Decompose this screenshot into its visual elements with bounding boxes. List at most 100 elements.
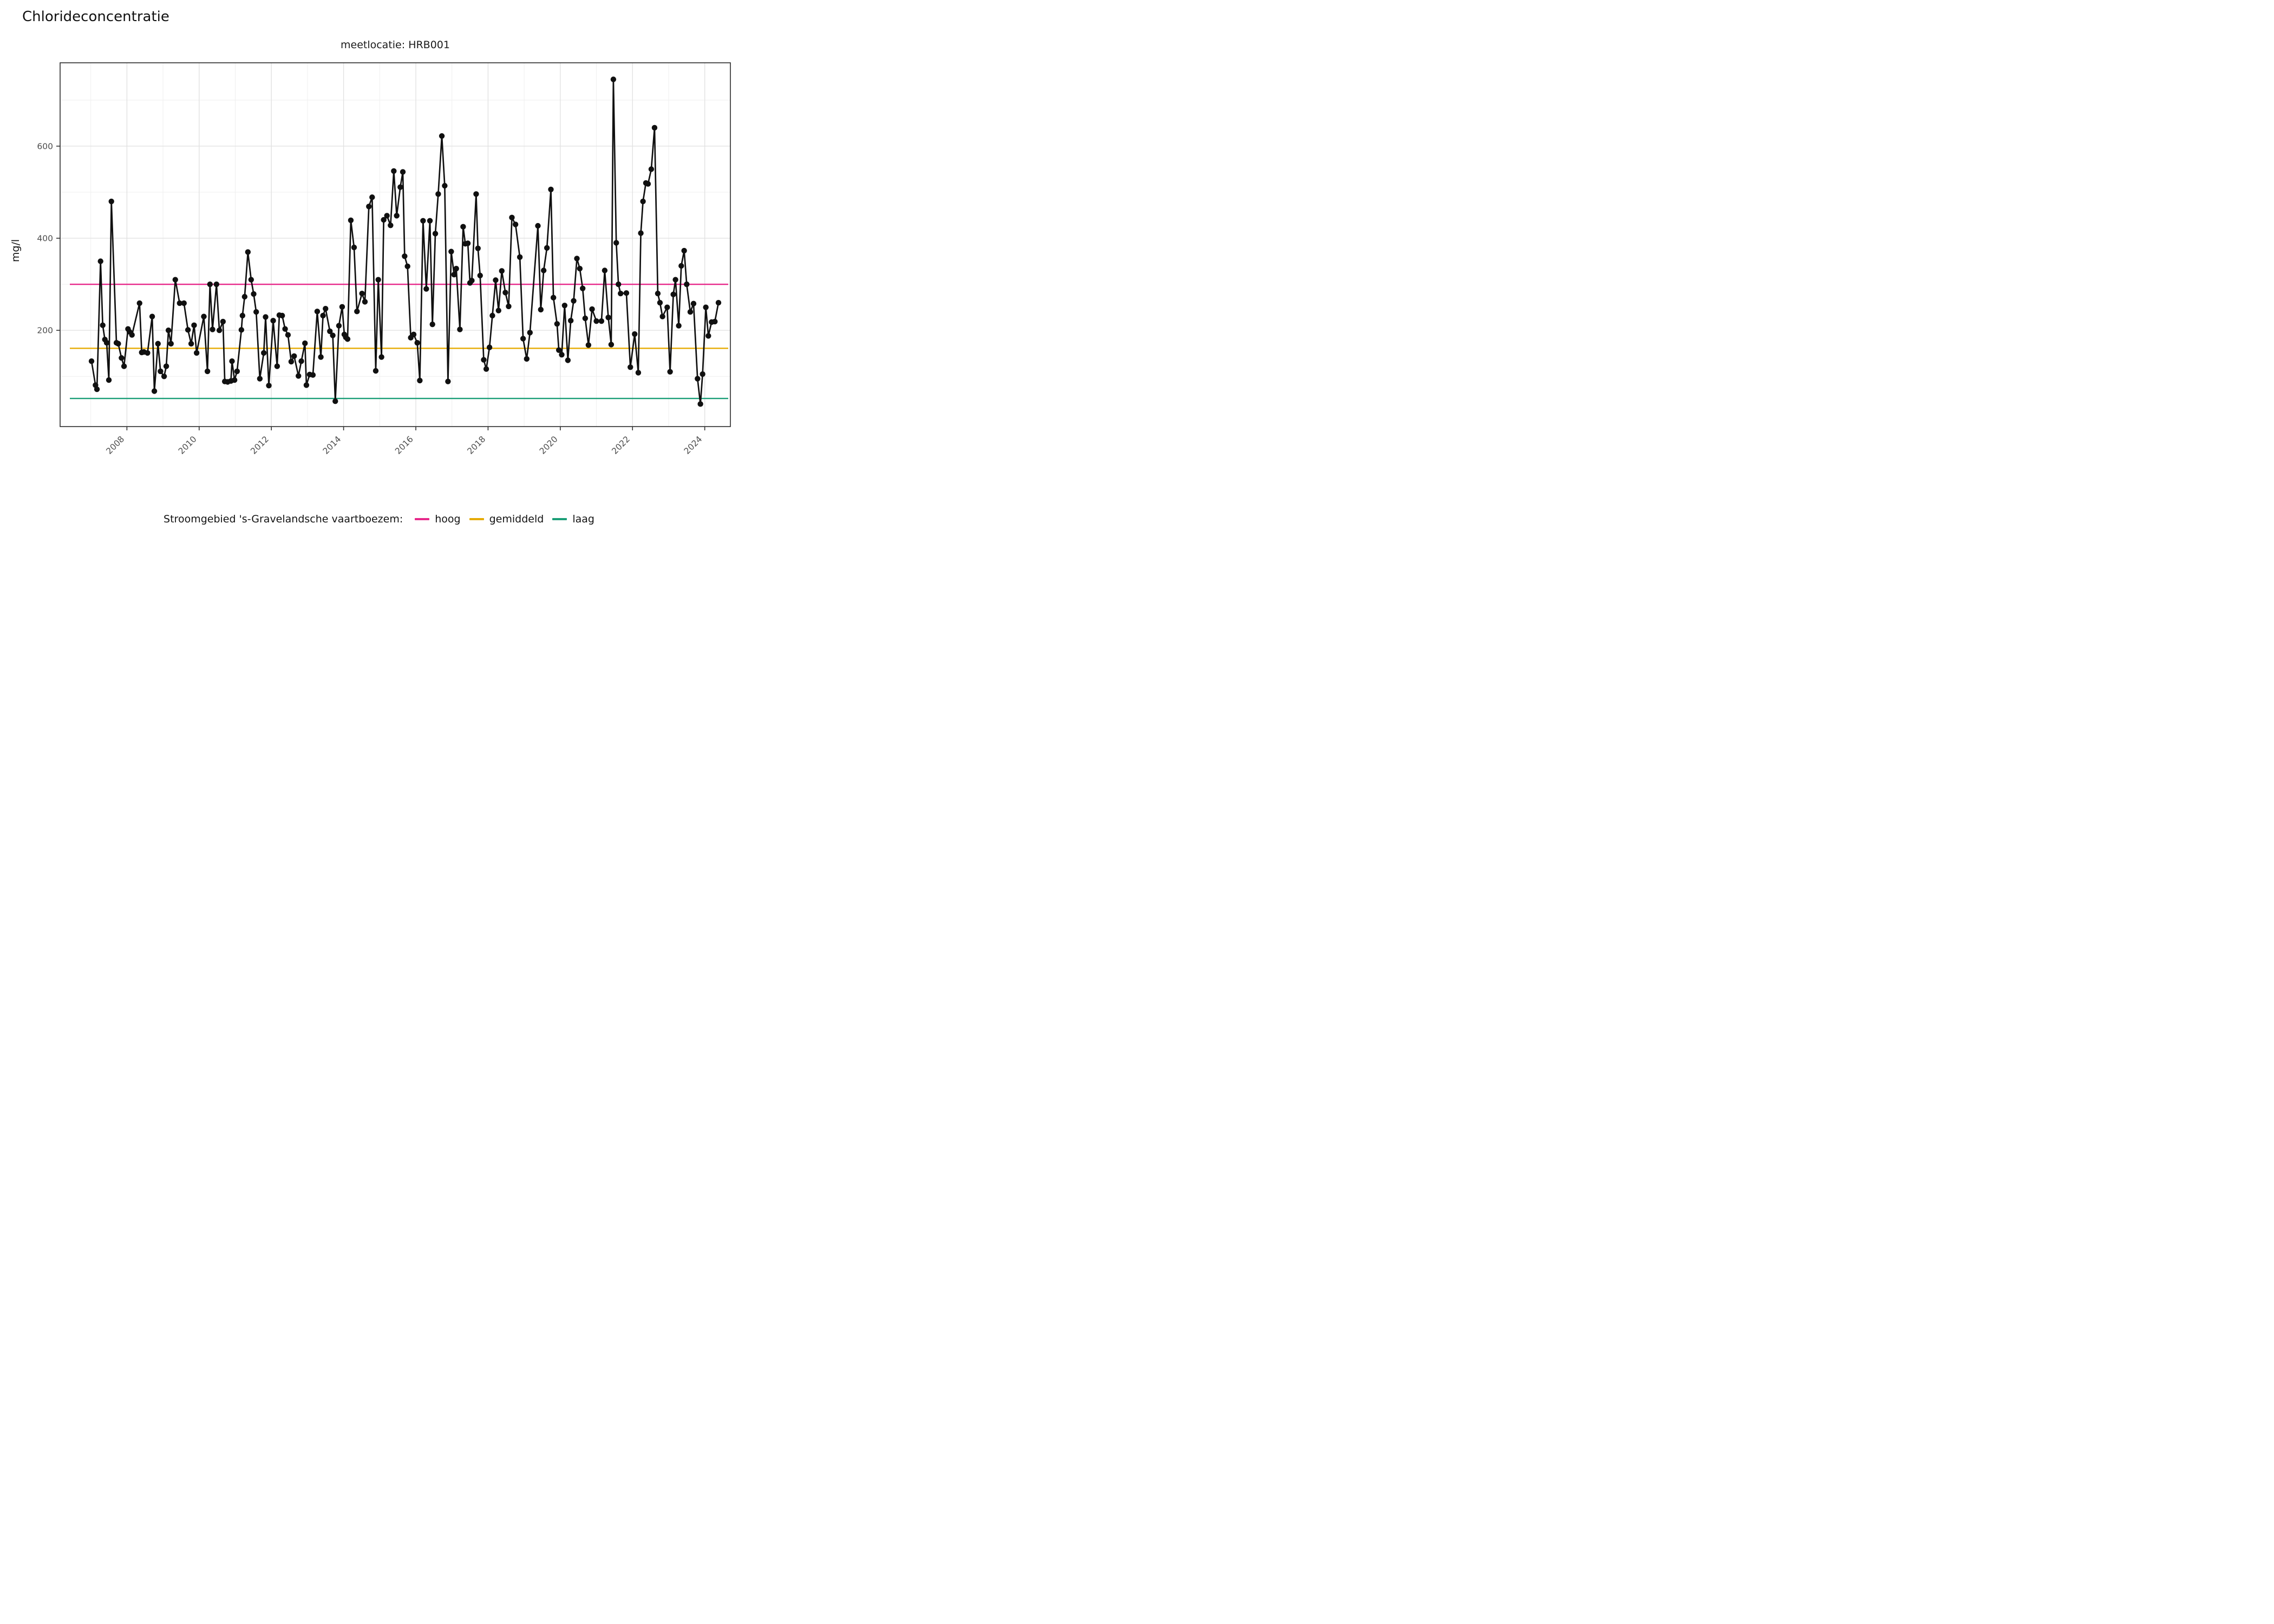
data-point xyxy=(238,327,245,333)
data-point xyxy=(373,368,379,374)
data-point xyxy=(253,309,259,315)
data-point xyxy=(712,318,718,325)
data-point xyxy=(106,377,112,383)
data-point xyxy=(582,315,589,322)
data-point xyxy=(435,191,441,197)
data-point xyxy=(163,363,169,369)
data-point xyxy=(670,291,676,298)
data-point xyxy=(567,318,574,324)
data-point xyxy=(320,312,326,319)
legend-label-laag: laag xyxy=(572,513,594,525)
data-point xyxy=(448,248,454,254)
data-point xyxy=(672,277,678,283)
data-point xyxy=(168,340,174,347)
data-point xyxy=(574,256,580,261)
data-point xyxy=(477,272,483,279)
data-point xyxy=(605,315,611,320)
legend-item-gemiddeld: gemiddeld xyxy=(469,513,544,525)
data-point xyxy=(667,369,673,375)
data-point xyxy=(486,344,493,350)
data-point xyxy=(457,326,463,332)
data-point xyxy=(499,268,505,274)
data-point xyxy=(589,306,595,312)
data-point xyxy=(540,267,547,273)
data-point xyxy=(181,300,187,306)
chart-svg: 200 400 600 2008 2010 2012 2014 2016 2018 2020 202… xyxy=(37,62,731,456)
data-point xyxy=(185,327,191,333)
data-point xyxy=(207,281,213,287)
data-point xyxy=(613,240,619,246)
data-point xyxy=(97,258,103,264)
data-point xyxy=(548,186,554,193)
data-point xyxy=(172,277,178,283)
data-point xyxy=(432,231,439,237)
data-point xyxy=(263,314,269,320)
data-point xyxy=(632,331,638,337)
data-point xyxy=(690,300,697,307)
data-point xyxy=(554,321,560,327)
x-tick-label: 2020 xyxy=(538,434,560,456)
x-tick-label: 2014 xyxy=(321,434,343,456)
data-point xyxy=(593,318,599,324)
data-point xyxy=(695,376,701,382)
x-tick-label: 2022 xyxy=(610,434,632,456)
data-point xyxy=(318,354,324,360)
data-point xyxy=(100,322,106,329)
data-point xyxy=(417,377,423,384)
data-point xyxy=(330,332,336,338)
data-point xyxy=(684,281,690,287)
data-point xyxy=(103,339,110,346)
gemiddeld-line-key xyxy=(469,518,484,520)
data-point xyxy=(705,333,711,339)
data-point xyxy=(314,309,321,315)
x-tick-label: 2008 xyxy=(104,434,127,456)
data-point xyxy=(332,398,338,404)
data-point xyxy=(193,350,200,356)
data-point xyxy=(651,125,658,131)
data-point xyxy=(638,230,644,236)
data-point xyxy=(700,371,705,377)
data-point xyxy=(410,331,417,338)
data-point xyxy=(506,303,512,310)
data-point xyxy=(489,312,495,319)
data-point xyxy=(598,318,605,324)
data-point xyxy=(161,374,167,379)
data-point xyxy=(460,224,466,230)
data-point xyxy=(354,309,360,315)
hoog-line-key xyxy=(415,518,430,520)
data-point xyxy=(635,370,642,376)
data-point xyxy=(473,191,479,197)
data-point xyxy=(577,266,583,272)
data-point xyxy=(381,217,387,223)
data-point xyxy=(655,290,661,297)
x-tick-label: 2016 xyxy=(393,434,415,456)
data-point xyxy=(469,278,475,284)
x-tick-label: 2024 xyxy=(682,434,704,456)
data-point xyxy=(616,281,622,287)
data-point xyxy=(388,222,394,228)
data-point xyxy=(451,272,457,278)
data-point xyxy=(204,368,211,375)
legend-item-hoog: hoog xyxy=(415,513,461,525)
data-point xyxy=(191,322,197,329)
data-point xyxy=(351,244,357,251)
data-point xyxy=(229,358,235,364)
data-point xyxy=(664,304,670,310)
data-point xyxy=(344,336,351,342)
data-point xyxy=(402,253,408,259)
data-point xyxy=(266,383,272,389)
data-point xyxy=(715,299,722,306)
data-point xyxy=(366,204,372,209)
data-point xyxy=(687,309,694,315)
data-point xyxy=(257,376,263,382)
data-point xyxy=(493,277,499,283)
data-point xyxy=(453,266,459,272)
data-point xyxy=(550,294,557,301)
data-point xyxy=(302,340,308,346)
data-point xyxy=(559,352,565,358)
data-point xyxy=(509,214,515,221)
data-point xyxy=(697,401,703,407)
x-tick-label: 2018 xyxy=(466,434,488,456)
data-point xyxy=(115,340,121,347)
data-point xyxy=(579,285,586,292)
